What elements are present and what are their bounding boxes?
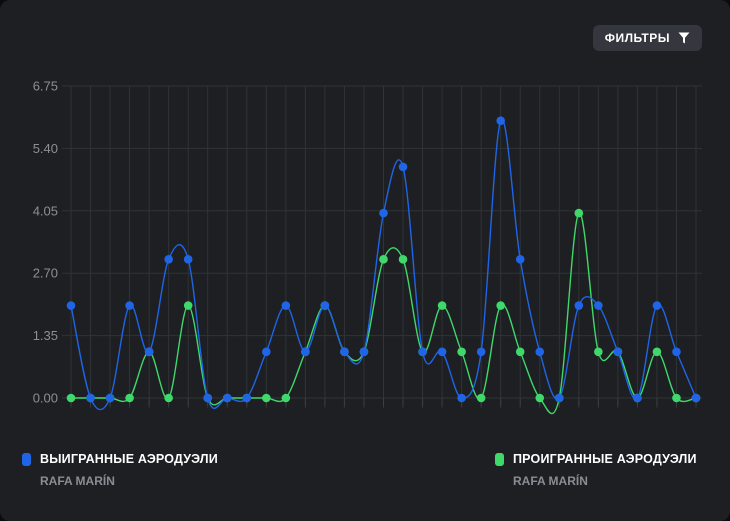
data-point-won[interactable]	[281, 301, 291, 310]
data-point-won[interactable]	[320, 301, 330, 310]
data-point-won[interactable]	[418, 347, 427, 357]
series-line-won	[70, 118, 697, 411]
data-point-won[interactable]	[379, 208, 388, 218]
data-point-won[interactable]	[164, 255, 173, 264]
data-point-won[interactable]	[476, 347, 486, 357]
data-point-lost[interactable]	[672, 393, 681, 403]
data-point-won[interactable]	[594, 301, 603, 310]
data-point-won[interactable]	[496, 116, 505, 125]
data-point-lost[interactable]	[398, 255, 408, 264]
filters-button[interactable]: ФИЛЬТРЫ	[592, 25, 702, 51]
y-tick-label: 2.70	[33, 266, 58, 281]
data-point-lost[interactable]	[652, 347, 662, 357]
legend-swatch-won	[22, 453, 31, 466]
data-point-won[interactable]	[535, 347, 545, 357]
data-point-won[interactable]	[183, 255, 193, 264]
data-point-won[interactable]	[222, 393, 232, 403]
data-point-won[interactable]	[301, 347, 310, 357]
y-tick-label: 5.40	[33, 141, 58, 156]
data-point-lost[interactable]	[66, 393, 76, 403]
data-point-lost[interactable]	[496, 301, 505, 310]
data-point-won[interactable]	[691, 393, 701, 403]
data-point-won[interactable]	[359, 347, 369, 357]
filter-icon	[678, 32, 690, 44]
data-point-lost[interactable]	[457, 347, 466, 357]
data-point-lost[interactable]	[574, 208, 584, 218]
legend-item-won[interactable]: ВЫИГРАННЫЕ АЭРОДУЭЛИ RAFA MARÍN	[22, 452, 218, 488]
legend-player-won: RAFA MARÍN	[40, 474, 115, 488]
line-chart: 0.00 1.35 2.70 4.05 5.40 6.75	[33, 79, 702, 415]
data-point-won[interactable]	[672, 347, 681, 357]
series-line-lost	[71, 212, 697, 415]
y-tick-label: 4.05	[33, 203, 58, 218]
data-point-won[interactable]	[457, 393, 466, 403]
data-point-won[interactable]	[66, 301, 76, 310]
data-point-lost[interactable]	[515, 347, 525, 357]
data-point-won[interactable]	[144, 347, 154, 357]
data-point-lost[interactable]	[437, 301, 447, 310]
data-point-won[interactable]	[125, 301, 134, 310]
legend-swatch-lost	[495, 453, 504, 466]
data-point-won[interactable]	[105, 393, 115, 403]
data-point-won[interactable]	[340, 347, 349, 357]
data-point-lost[interactable]	[379, 255, 388, 264]
filters-button-label: ФИЛЬТРЫ	[604, 31, 670, 45]
data-point-lost[interactable]	[262, 393, 271, 403]
data-point-won[interactable]	[515, 255, 525, 264]
y-axis-ticks: 0.00 1.35 2.70 4.05 5.40 6.75	[33, 79, 58, 406]
data-point-lost[interactable]	[535, 393, 545, 403]
legend-label-won: ВЫИГРАННЫЕ АЭРОДУЭЛИ	[40, 452, 218, 466]
data-point-lost[interactable]	[183, 301, 193, 310]
data-point-won[interactable]	[574, 301, 584, 310]
data-point-won[interactable]	[203, 393, 213, 403]
data-point-lost[interactable]	[594, 347, 603, 357]
legend-player-lost: RAFA MARÍN	[513, 474, 588, 488]
data-point-lost[interactable]	[125, 393, 134, 403]
data-point-won[interactable]	[398, 162, 408, 172]
data-point-won[interactable]	[242, 393, 252, 403]
y-tick-label: 1.35	[33, 328, 58, 343]
data-point-won[interactable]	[613, 347, 623, 357]
chart-series	[66, 116, 701, 415]
data-point-lost[interactable]	[281, 393, 291, 403]
data-point-won[interactable]	[437, 347, 447, 357]
legend-label-lost: ПРОИГРАННЫЕ АЭРОДУЭЛИ	[513, 452, 697, 466]
data-point-won[interactable]	[633, 393, 642, 403]
data-point-lost[interactable]	[476, 393, 486, 403]
series-won	[66, 116, 701, 411]
data-point-won[interactable]	[262, 347, 271, 357]
data-point-won[interactable]	[86, 393, 95, 403]
y-tick-label: 0.00	[33, 391, 58, 406]
data-point-won[interactable]	[554, 393, 564, 403]
y-tick-label: 6.75	[33, 79, 58, 94]
legend-item-lost[interactable]: ПРОИГРАННЫЕ АЭРОДУЭЛИ RAFA MARÍN	[495, 452, 697, 488]
data-point-lost[interactable]	[164, 393, 173, 403]
data-point-won[interactable]	[652, 301, 662, 310]
